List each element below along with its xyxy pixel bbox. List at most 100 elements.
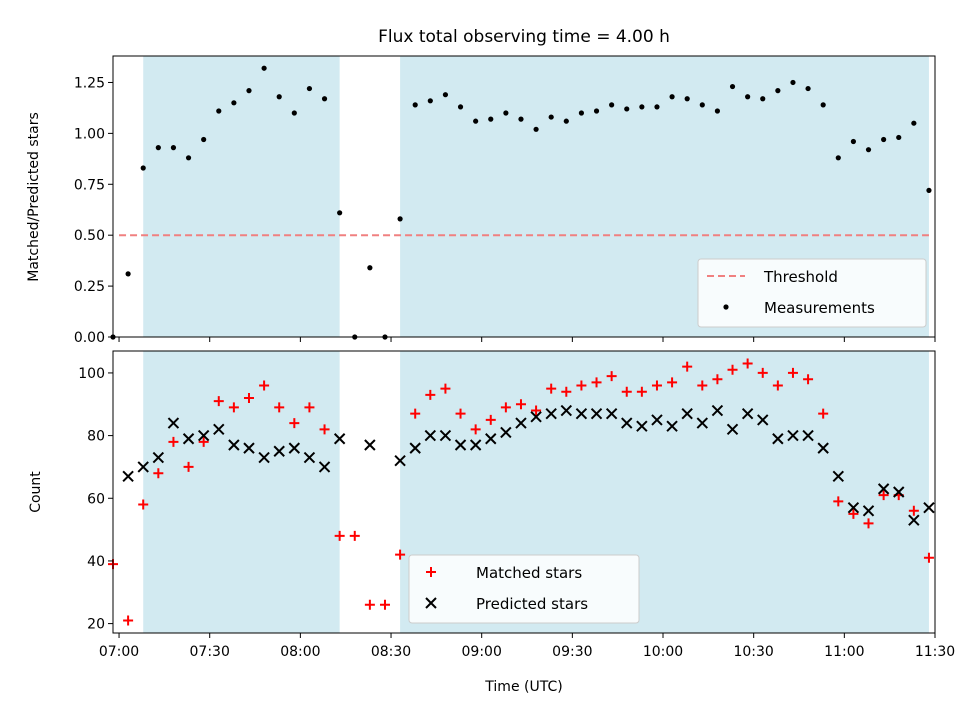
measurement-point — [563, 118, 569, 124]
measurement-point — [714, 108, 721, 114]
measurement-point — [865, 147, 872, 153]
measurement-point — [775, 88, 781, 94]
measurement-point — [911, 120, 917, 126]
matched-star-point — [470, 424, 481, 435]
x-tick-label: 10:30 — [733, 644, 773, 660]
x-tick-label: 10:00 — [643, 644, 683, 660]
predicted-star-point — [847, 501, 860, 514]
measurement-point — [276, 94, 282, 100]
measurement-point — [125, 271, 131, 277]
count-y-tick-label: 40 — [87, 554, 105, 570]
matched-star-point — [833, 496, 844, 507]
matched-star-point — [455, 408, 466, 419]
count-y-tick-label: 20 — [87, 617, 105, 633]
matched-star-point — [848, 508, 859, 519]
count-panel: Count 20 40 60 80 100 07:00 07:30 08:00 08:30 09:… — [28, 350, 955, 660]
measurement-point — [881, 136, 887, 143]
predicted-star-point — [666, 420, 678, 432]
measurement-point — [593, 108, 600, 114]
matched-star-point — [727, 364, 738, 375]
predicted-star-point — [122, 470, 134, 483]
matched-star-point — [712, 374, 723, 385]
predicted-star-point — [757, 414, 769, 426]
measurement-point — [185, 155, 192, 161]
x-tick-label: 07:30 — [190, 644, 230, 660]
measurement-point — [397, 216, 403, 222]
x-tick-label: 11:00 — [824, 644, 864, 660]
predicted-star-point — [530, 411, 542, 423]
matched-star-point — [440, 383, 451, 394]
matched-star-point — [183, 461, 194, 472]
predicted-star-point — [409, 442, 421, 454]
matched-star-point — [349, 530, 360, 541]
x-tick-label: 07:00 — [99, 644, 139, 660]
matched-star-point — [138, 499, 149, 510]
predicted-star-point — [258, 451, 270, 464]
matched-star-point — [591, 377, 602, 388]
matched-star-point — [742, 358, 753, 369]
ratio-legend — [697, 258, 927, 328]
measurement-point — [850, 138, 857, 145]
matched-star-point — [772, 380, 783, 391]
measurement-point — [261, 65, 267, 71]
predicted-star-point — [213, 423, 225, 436]
predicted-star-point — [288, 442, 301, 454]
predicted-star-point — [137, 461, 149, 473]
count-y-tick-label: 60 — [87, 491, 105, 507]
matched-star-point — [379, 599, 390, 610]
predicted-star-point — [696, 417, 709, 429]
matched-star-point — [682, 361, 693, 372]
matched-star-point — [213, 396, 224, 407]
measurement-point — [155, 145, 161, 151]
matched-star-point — [500, 402, 511, 413]
predicted-star-point — [726, 423, 739, 436]
matched-star-point — [863, 518, 874, 529]
predicted-star-point — [152, 451, 165, 464]
matched-star-point — [818, 408, 829, 419]
legend-matched-swatch — [426, 567, 436, 577]
measurement-point — [306, 85, 313, 92]
measurement-point — [533, 126, 539, 132]
measurement-point — [639, 104, 645, 110]
measurement-point — [291, 110, 297, 116]
count-y-tick-label: 100 — [78, 366, 105, 382]
matched-star-point — [576, 380, 587, 391]
matched-star-point — [606, 371, 617, 382]
matched-star-point — [787, 367, 798, 378]
predicted-star-point — [439, 429, 452, 442]
predicted-star-point — [228, 439, 240, 451]
x-tick-label: 08:30 — [371, 644, 411, 660]
predicted-star-point — [364, 439, 376, 451]
ratio-y-axis-label: Matched/Predicted stars — [26, 112, 42, 282]
measurement-point — [246, 88, 252, 94]
matched-star-point — [485, 414, 496, 425]
measurement-point — [548, 114, 554, 120]
ratio-panel: Matched/Predicted stars 0.00 0.25 0.50 0.75… — [26, 55, 936, 346]
measurement-point — [835, 155, 841, 161]
predicted-star-point — [651, 414, 663, 426]
measurement-point — [624, 106, 630, 112]
measurement-point — [790, 79, 796, 86]
measurement-point — [684, 96, 690, 102]
measurement-point — [321, 96, 328, 102]
predicted-star-point — [711, 404, 724, 417]
ratio-y-tick-label: 0.75 — [74, 177, 105, 193]
predicted-star-point — [273, 445, 285, 457]
matched-star-point — [259, 380, 270, 391]
measurement-point — [654, 104, 660, 110]
matched-star-point — [410, 408, 421, 419]
predicted-star-point — [303, 451, 316, 464]
matched-star-point — [274, 402, 285, 413]
count-y-tick-label: 80 — [87, 429, 105, 445]
predicted-star-point — [197, 429, 210, 442]
matched-star-point — [651, 380, 662, 391]
measurement-point — [699, 102, 705, 108]
measurement-point — [140, 165, 146, 171]
x-tick-label: 09:30 — [552, 644, 592, 660]
ratio-y-tick-label: 1.00 — [74, 126, 105, 142]
measurement-point — [926, 187, 932, 193]
legend-matched-label: Matched stars — [476, 564, 582, 582]
count-axes-frame — [112, 350, 936, 634]
matched-star-point — [908, 505, 919, 516]
